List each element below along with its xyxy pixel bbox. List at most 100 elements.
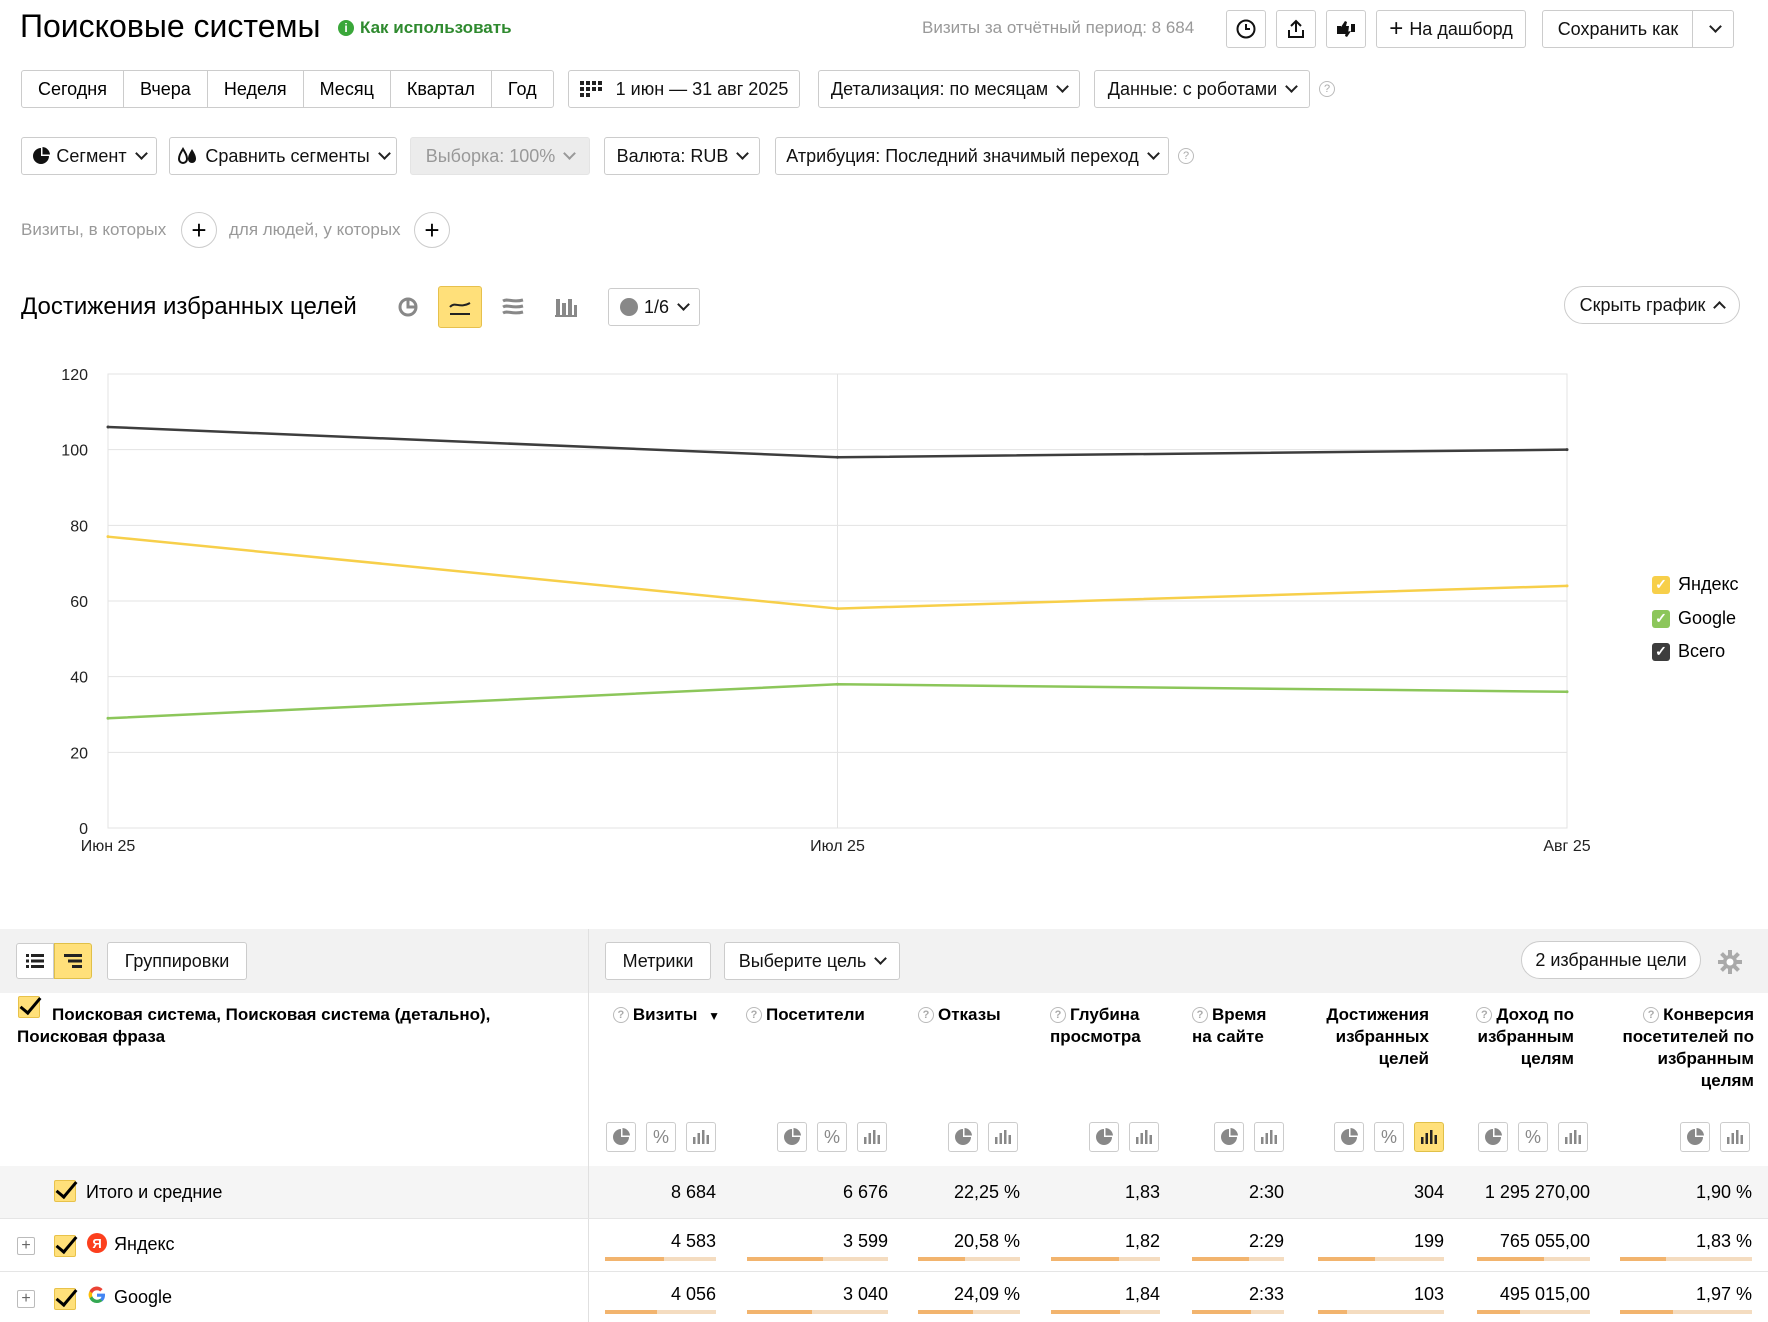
chart-type-bar[interactable] — [544, 286, 588, 328]
tab-month[interactable]: Месяц — [304, 71, 391, 107]
favorite-goals-button[interactable]: 2 избранные цели — [1521, 941, 1701, 979]
data-mode-dropdown[interactable]: Данные: с роботами — [1094, 70, 1310, 108]
date-range-picker[interactable]: 1 июн — 31 авг 2025 — [568, 70, 800, 108]
col-view-pct-button[interactable]: % — [1374, 1122, 1404, 1152]
expand-row-button[interactable]: + — [17, 1290, 35, 1308]
col-view-bar-button[interactable] — [988, 1122, 1018, 1152]
col-view-bar-button[interactable] — [1414, 1122, 1444, 1152]
col-view-pie-button[interactable] — [1334, 1122, 1364, 1152]
flat-view-button[interactable] — [16, 943, 54, 979]
detail-dropdown[interactable]: Детализация: по месяцам — [818, 70, 1080, 108]
annotations-dropdown[interactable]: 1/6 — [608, 288, 700, 326]
col-view-bar-button[interactable] — [1720, 1122, 1750, 1152]
row-label: Яндекс — [114, 1234, 175, 1254]
help-icon[interactable]: ? — [1178, 148, 1194, 164]
col-view-pie-button[interactable] — [777, 1122, 807, 1152]
col-view-pct-button[interactable]: % — [646, 1122, 676, 1152]
attribution-dropdown[interactable]: Атрибуция: Последний значимый переход — [775, 137, 1169, 175]
col-view-pie-button[interactable] — [1478, 1122, 1508, 1152]
pie-icon — [1341, 1128, 1358, 1145]
segment-dropdown[interactable]: Сегмент — [21, 137, 157, 175]
choose-goal-dropdown[interactable]: Выберите цель — [724, 942, 900, 980]
col-conversion-header[interactable]: ? Конверсия посетителей по избранным целя… — [1622, 1005, 1754, 1090]
legend-item-google[interactable]: ✓ Google — [1652, 608, 1736, 629]
legend-item-total[interactable]: ✓ Всего — [1652, 641, 1725, 662]
help-icon[interactable]: ? — [746, 1007, 762, 1023]
select-all-checkbox[interactable] — [18, 996, 40, 1023]
tab-yesterday[interactable]: Вчера — [124, 71, 208, 107]
tree-view-button[interactable] — [54, 943, 92, 979]
table-cell: 4 583 — [670, 1231, 716, 1251]
help-icon[interactable]: ? — [1476, 1007, 1493, 1023]
help-icon[interactable]: ? — [1643, 1007, 1660, 1023]
col-view-pct-button[interactable]: % — [817, 1122, 847, 1152]
tab-year[interactable]: Год — [507, 78, 537, 99]
total-cell: 2:30 — [1248, 1182, 1284, 1202]
compare-segments-dropdown[interactable]: Сравнить сегменты — [169, 137, 397, 175]
chart-type-line[interactable] — [438, 286, 482, 328]
col-view-bar-button[interactable] — [1254, 1122, 1284, 1152]
col-view-pie-button[interactable] — [1214, 1122, 1244, 1152]
help-icon[interactable]: ? — [1050, 1007, 1066, 1023]
add-to-dashboard-button[interactable]: + На дашборд — [1376, 10, 1526, 48]
col-view-bar-button[interactable] — [1129, 1122, 1159, 1152]
currency-dropdown[interactable]: Валюта: RUB — [604, 137, 760, 175]
legend-item-yandex[interactable]: ✓ Яндекс — [1652, 574, 1739, 595]
drops-icon — [178, 147, 197, 164]
save-as-dropdown[interactable] — [1692, 10, 1734, 48]
help-icon[interactable]: ? — [918, 1007, 934, 1023]
metrics-button[interactable]: Метрики — [605, 942, 711, 980]
share-bar — [1192, 1310, 1284, 1314]
share-bar-fill — [1318, 1310, 1347, 1314]
chart-type-pie[interactable] — [386, 286, 430, 328]
col-bounces-header[interactable]: ? Отказы — [918, 1004, 1006, 1026]
col-view-pie-button[interactable] — [1680, 1122, 1710, 1152]
percent-icon: % — [1524, 1126, 1541, 1147]
col-view-bar-button[interactable] — [686, 1122, 716, 1152]
share-bar-fill — [605, 1310, 658, 1314]
chevron-down-icon — [134, 147, 148, 160]
add-visit-condition-button[interactable]: + — [181, 212, 217, 248]
chart-type-area[interactable] — [491, 286, 535, 328]
help-icon[interactable]: ? — [1319, 81, 1335, 97]
row-checkbox[interactable] — [54, 1235, 76, 1262]
col-revenue-header[interactable]: ? Доход по избранным целям — [1476, 1005, 1574, 1068]
feedback-button[interactable] — [1326, 10, 1366, 48]
hide-chart-button[interactable]: Скрыть график — [1564, 286, 1740, 324]
gear-icon[interactable] — [1718, 950, 1742, 979]
col-view-pct-button[interactable]: % — [1518, 1122, 1548, 1152]
col-view-pie-button[interactable] — [948, 1122, 978, 1152]
bar-chart-icon — [864, 1130, 880, 1144]
google-logo-icon — [88, 1286, 106, 1304]
col-visits-header[interactable]: ? Визиты ▼ — [612, 1004, 720, 1027]
y-tick-label: 0 — [79, 821, 88, 838]
how-to-use-link[interactable]: i Как использовать — [338, 18, 512, 38]
save-as-button[interactable]: Сохранить как — [1542, 10, 1694, 48]
col-view-pie-button[interactable] — [606, 1122, 636, 1152]
table-cell: 1,83 % — [1695, 1231, 1752, 1251]
share-bar-fill — [1477, 1310, 1520, 1314]
tab-week[interactable]: Неделя — [208, 71, 304, 107]
col-visitors-header[interactable]: ? Посетители — [746, 1004, 872, 1026]
chevron-down-icon — [1146, 147, 1160, 160]
help-icon[interactable]: ? — [612, 1007, 629, 1023]
row-label: Google — [114, 1287, 173, 1307]
tab-today[interactable]: Сегодня — [22, 71, 124, 107]
history-button[interactable] — [1226, 10, 1266, 48]
row-checkbox[interactable] — [54, 1288, 76, 1315]
data-point — [106, 716, 110, 720]
col-time-header[interactable]: ? Время на сайте — [1192, 1005, 1267, 1046]
tab-quarter[interactable]: Квартал — [391, 71, 492, 107]
add-people-condition-button[interactable]: + — [414, 212, 450, 248]
col-goals-header[interactable]: Достижения избранных целей — [1326, 1005, 1429, 1068]
export-button[interactable] — [1276, 10, 1316, 48]
clock-icon — [1236, 19, 1256, 39]
col-view-bar-button[interactable] — [857, 1122, 887, 1152]
col-view-pie-button[interactable] — [1089, 1122, 1119, 1152]
total-checkbox[interactable] — [54, 1180, 76, 1207]
groupings-button[interactable]: Группировки — [107, 942, 247, 980]
col-depth-header[interactable]: ? Глубина просмотра — [1050, 1005, 1141, 1046]
col-view-bar-button[interactable] — [1558, 1122, 1588, 1152]
help-icon[interactable]: ? — [1192, 1007, 1208, 1023]
expand-row-button[interactable]: + — [17, 1237, 35, 1255]
